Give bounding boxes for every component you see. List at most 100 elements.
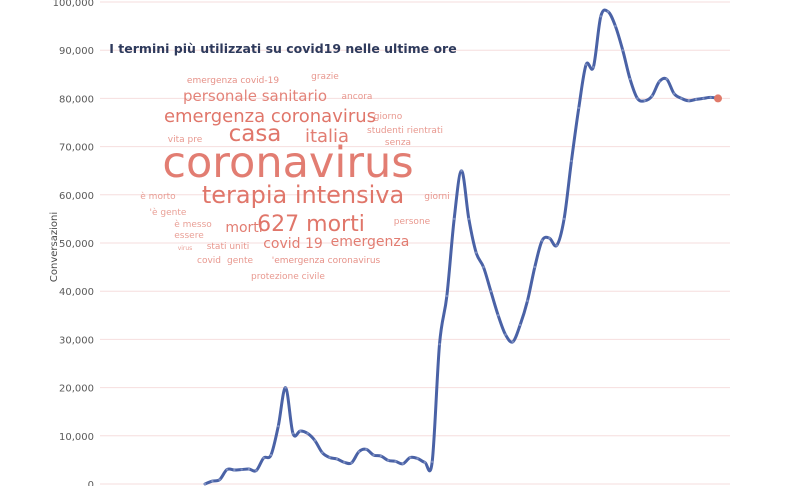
data-point	[709, 96, 712, 99]
data-point	[328, 456, 331, 459]
data-point	[306, 432, 309, 435]
wordcloud-word: casa	[229, 121, 282, 147]
y-tick-label: 60,000	[59, 191, 94, 202]
data-point	[423, 461, 427, 464]
data-point	[211, 479, 214, 483]
wordcloud-word: vita pre	[168, 135, 203, 145]
data-point	[291, 432, 295, 435]
wordcloud-word: emergenza covid-19	[187, 76, 279, 86]
data-point	[555, 244, 558, 247]
y-axis-label: Conversazioni	[49, 212, 60, 282]
data-point	[452, 217, 456, 221]
wordcloud-word: 'emergenza coronavirus	[272, 256, 381, 266]
data-point	[379, 454, 383, 458]
wordcloud-word: gente	[227, 256, 253, 266]
wordcloud-word: covid	[197, 256, 221, 266]
wordcloud-word: protezione civile	[251, 272, 325, 282]
data-point	[255, 469, 258, 472]
wordcloud-words: emergenza covid-19 grazie personale sanita…	[140, 72, 449, 282]
data-point	[482, 265, 485, 269]
wordcloud-word: è morto	[140, 191, 176, 202]
data-point	[247, 467, 251, 471]
wordcloud-word: terapia intensiva	[202, 181, 404, 209]
data-point	[636, 97, 639, 100]
end-point-marker	[714, 94, 722, 103]
data-point	[350, 461, 353, 464]
y-tick-label: 50,000	[59, 239, 94, 250]
data-point	[438, 343, 441, 346]
y-tick-label: 40,000	[59, 287, 94, 298]
data-point	[489, 290, 493, 293]
wordcloud-word: emergenza coronavirus	[164, 106, 376, 127]
data-point	[650, 94, 654, 98]
data-point	[365, 448, 368, 451]
data-point	[467, 217, 471, 221]
data-point	[533, 265, 536, 269]
data-point	[672, 92, 676, 95]
data-point	[313, 439, 317, 442]
data-point	[643, 99, 646, 103]
wordcloud-word: ancora	[342, 92, 373, 102]
data-point	[628, 77, 632, 81]
data-point	[401, 462, 405, 465]
data-point	[687, 99, 690, 103]
data-point	[357, 450, 361, 453]
data-point	[694, 98, 698, 101]
data-point	[540, 239, 544, 242]
wordcloud-word: 'è gente	[150, 207, 187, 218]
data-point	[277, 424, 280, 428]
wordcloud-word: italia	[305, 126, 349, 147]
data-point	[387, 459, 390, 462]
y-axis-ticks: 0 10,000 20,000 30,000 40,000 50,000 60,000 70,…	[53, 0, 94, 486]
wordcloud-word: è messo	[174, 219, 212, 230]
data-point	[526, 299, 529, 303]
y-tick-label: 100,000	[53, 0, 94, 9]
data-point	[409, 456, 412, 459]
data-point	[621, 49, 624, 52]
data-point	[680, 97, 683, 100]
data-point	[394, 460, 397, 463]
data-point	[372, 453, 375, 457]
series-layer	[203, 8, 722, 486]
data-point	[570, 159, 573, 163]
wordcloud-word: grazie	[311, 72, 339, 82]
data-point	[203, 482, 207, 486]
wordcloud-word: 627 morti	[257, 212, 365, 237]
data-point	[445, 294, 449, 298]
data-point	[269, 453, 273, 457]
data-point	[225, 468, 229, 471]
wordcloud-word: coronavirus	[162, 138, 413, 188]
y-tick-label: 30,000	[59, 335, 94, 346]
data-point	[702, 97, 705, 100]
data-point	[496, 314, 500, 317]
data-point	[240, 468, 243, 471]
data-point	[599, 15, 602, 18]
data-point	[262, 456, 265, 460]
y-tick-label: 90,000	[59, 46, 94, 57]
data-point	[284, 386, 287, 389]
wordcloud-word: emergenza	[331, 234, 410, 250]
data-point	[460, 169, 463, 172]
data-point	[592, 65, 595, 69]
wordcloud-word: morti	[225, 220, 262, 236]
data-point	[504, 333, 507, 336]
wordcloud-word: giorni	[424, 192, 449, 202]
wordcloud: I termini più utilizzati su covid19 nell…	[109, 41, 456, 282]
data-point	[218, 478, 221, 481]
data-point	[562, 217, 566, 221]
wordcloud-word: studenti rientrati	[367, 126, 443, 136]
wordcloud-word: persone	[394, 217, 431, 227]
wordcloud-word: essere	[174, 231, 204, 241]
data-point	[511, 340, 514, 344]
data-point	[474, 251, 478, 254]
data-point	[614, 24, 617, 28]
data-point	[343, 461, 346, 464]
data-point	[416, 457, 419, 460]
grid	[100, 1, 730, 485]
data-point	[233, 468, 236, 472]
data-point	[584, 63, 588, 66]
data-point	[321, 451, 324, 454]
data-point	[606, 10, 610, 13]
wordcloud-word: giorno	[374, 112, 403, 122]
